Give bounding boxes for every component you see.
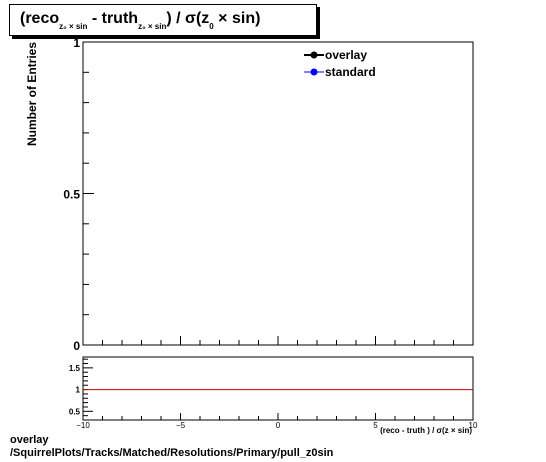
footer-line1: overlay (10, 434, 49, 446)
x-axis-label: (reco - truth ) / σ(z × sin) (380, 426, 472, 435)
ratio-x-tick-label: −10 (76, 421, 90, 430)
legend-standard-marker (310, 68, 318, 76)
title-reco: (reco (20, 10, 60, 27)
main-y-tick-label: 0 (73, 339, 80, 353)
main-x-ticks (82, 336, 474, 345)
ratio-x-tick-label: 5 (373, 421, 378, 430)
ratio-x-tick-label: 10 (469, 421, 478, 430)
title-reco-sub: z₀ × sin (59, 22, 88, 31)
y-axis-label: Number of Entries (25, 42, 39, 146)
ratio-y-tick-label: 1.5 (69, 364, 81, 373)
plot-title: (recoz₀ × sin - truthz₀ × sin) / σ(z0 × … (9, 4, 317, 36)
title-sigma-sub: 0 (209, 22, 214, 31)
title-rest: ) / σ(z (166, 10, 210, 27)
footer-path: /SquirrelPlots/Tracks/Matched/Resolution… (10, 447, 334, 459)
legend: overlay standard (304, 48, 376, 79)
ratio-plot-frame (82, 356, 474, 421)
title-tail: × sin) (213, 10, 261, 27)
ratio-x-ticks: −10 −5 0 5 10 (76, 413, 478, 430)
ratio-y-ticks: 0.5 1 1.5 (69, 358, 93, 416)
ratio-y-tick-label: 1 (76, 386, 81, 395)
ratio-x-tick-label: −5 (176, 421, 186, 430)
main-y-tick-label: 1 (73, 36, 80, 50)
ratio-y-tick-label: 0.5 (69, 407, 81, 416)
main-y-tick-label: 0.5 (63, 188, 80, 202)
main-plot-frame (82, 41, 474, 346)
footer: overlay /SquirrelPlots/Tracks/Matched/Re… (10, 434, 333, 460)
ratio-x-tick-label: 0 (276, 421, 281, 430)
legend-overlay-label: overlay (325, 48, 367, 62)
legend-overlay-marker (310, 51, 318, 59)
title-truth-sub: z₀ × sin (138, 22, 167, 31)
title-truth: - truth (87, 10, 139, 27)
legend-standard-label: standard (325, 65, 376, 79)
main-y-ticks: 00.51 (63, 36, 94, 353)
